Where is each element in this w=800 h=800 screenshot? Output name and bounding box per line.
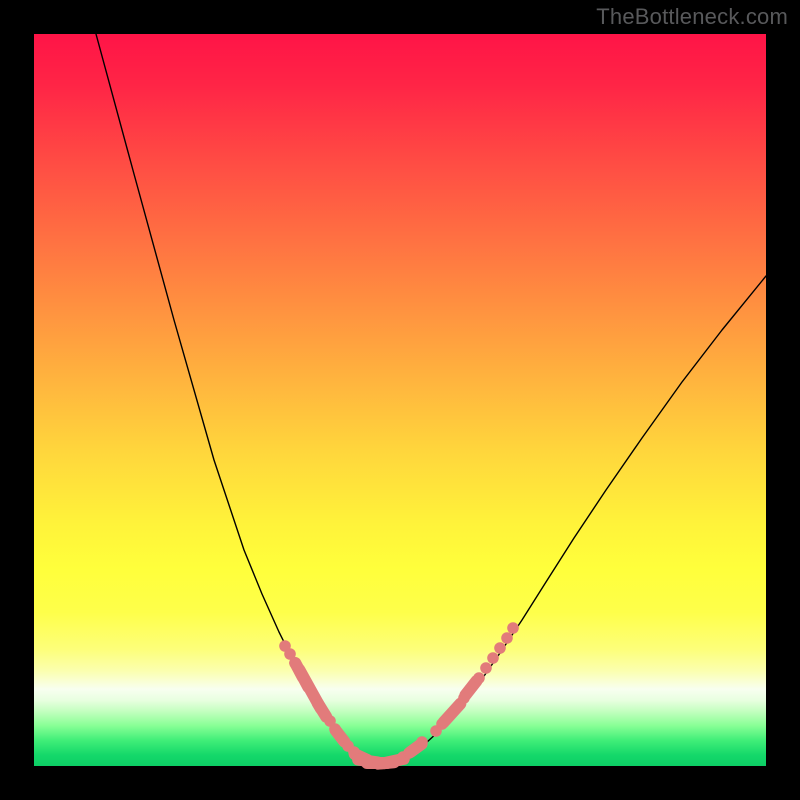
marker-pill: [318, 703, 326, 717]
plot-area: [34, 34, 766, 766]
marker-pill: [444, 704, 461, 723]
curve-layer: [34, 34, 766, 766]
marker-dot: [507, 622, 519, 634]
curve-markers: [279, 622, 519, 763]
watermark-text: TheBottleneck.com: [596, 4, 788, 30]
marker-dot: [494, 642, 506, 654]
marker-dot: [480, 662, 492, 674]
marker-dot: [487, 652, 499, 664]
bottleneck-curve: [96, 34, 766, 764]
marker-dot: [501, 632, 513, 644]
marker-dot: [473, 672, 485, 684]
marker-dot: [416, 736, 428, 748]
marker-pill: [465, 681, 476, 695]
marker-pill: [336, 730, 345, 741]
